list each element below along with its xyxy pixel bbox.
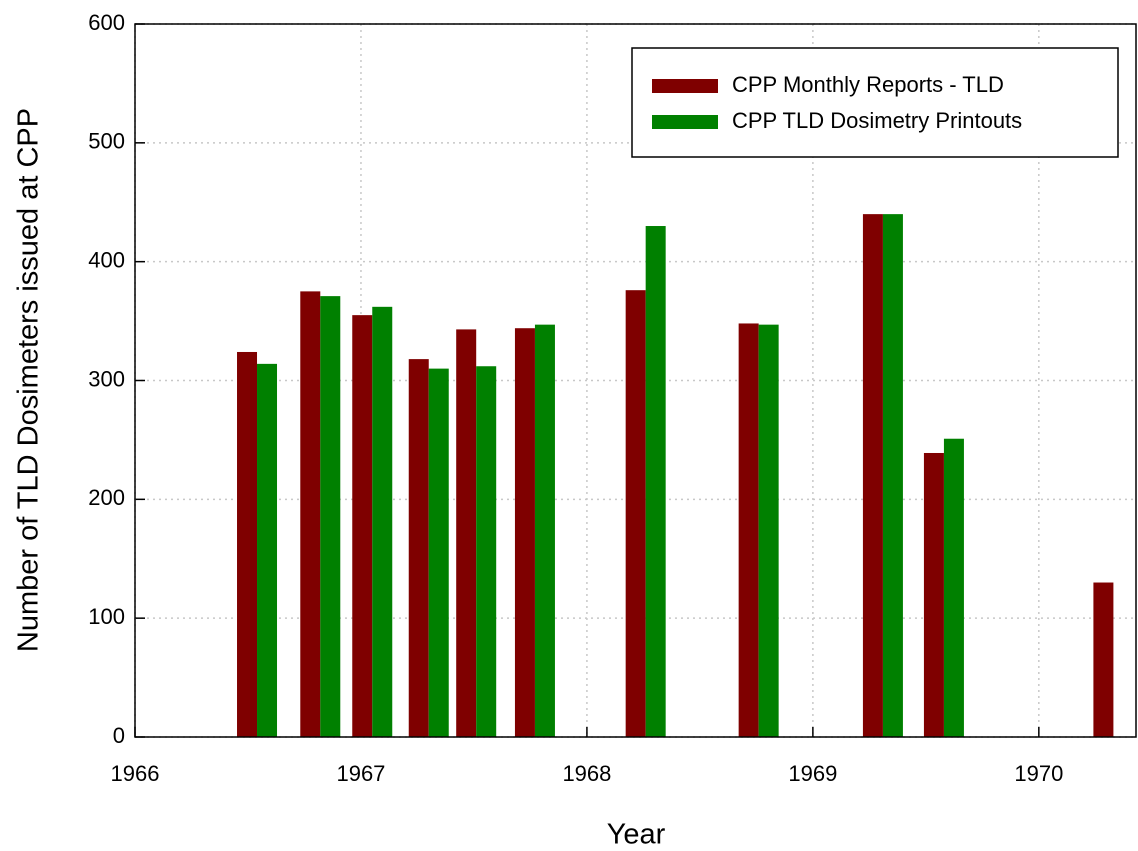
- bar: [257, 363, 278, 737]
- x-tick-label: 1969: [788, 761, 837, 786]
- y-tick-label: 200: [88, 485, 125, 510]
- x-tick-label: 1968: [562, 761, 611, 786]
- y-tick-label: 400: [88, 247, 125, 272]
- bar: [534, 324, 555, 737]
- y-tick-label: 500: [88, 129, 125, 154]
- x-tick-label: 1967: [336, 761, 385, 786]
- x-tick-label: 1970: [1014, 761, 1063, 786]
- bar: [408, 359, 429, 737]
- y-tick-label: 0: [113, 723, 125, 748]
- bar: [514, 328, 535, 737]
- bar: [645, 226, 666, 737]
- bar: [943, 438, 964, 737]
- y-axis-label: Number of TLD Dosimeters issued at CPP: [13, 108, 45, 652]
- x-tick-label: 1966: [111, 761, 160, 786]
- x-axis-label: Year: [607, 819, 666, 851]
- bar: [237, 351, 258, 737]
- bar: [456, 329, 477, 737]
- plot-frame: [134, 23, 1137, 738]
- legend-swatch: [652, 115, 718, 129]
- bar: [882, 214, 903, 738]
- legend-swatch: [652, 79, 718, 93]
- bar: [923, 452, 944, 737]
- y-tick-label: 100: [88, 604, 125, 629]
- bar: [862, 214, 883, 738]
- legend-label: CPP TLD Dosimetry Printouts: [732, 108, 1022, 133]
- bar: [300, 291, 321, 737]
- bar: [476, 366, 497, 737]
- bar: [320, 296, 341, 737]
- bar: [1093, 582, 1114, 737]
- y-tick-label: 600: [88, 10, 125, 35]
- y-tick-label: 300: [88, 366, 125, 391]
- legend-box: [631, 47, 1119, 158]
- bar: [352, 315, 373, 737]
- bar: [428, 368, 449, 737]
- bar: [625, 290, 646, 737]
- bar: [738, 323, 759, 737]
- legend-label: CPP Monthly Reports - TLD: [732, 72, 1004, 97]
- bar: [758, 324, 779, 737]
- bar: [372, 306, 393, 737]
